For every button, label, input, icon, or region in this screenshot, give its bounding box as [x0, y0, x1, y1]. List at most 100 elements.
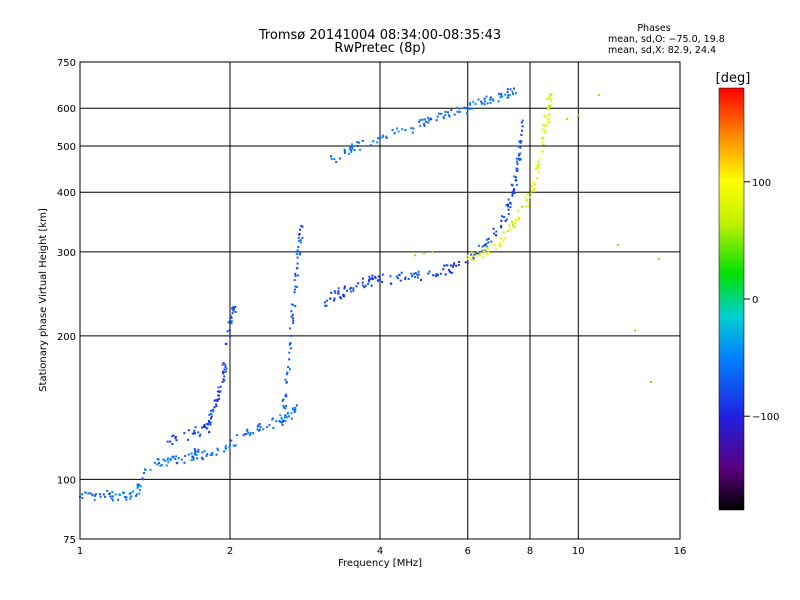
data-point [284, 378, 287, 381]
data-point [466, 261, 469, 264]
data-point [527, 201, 530, 204]
data-point [281, 419, 284, 422]
data-point [197, 449, 200, 452]
data-point [293, 279, 296, 282]
data-point [418, 120, 421, 123]
data-point [518, 216, 521, 219]
data-point [478, 253, 481, 256]
data-point [500, 224, 503, 227]
data-point [175, 439, 178, 442]
data-point [432, 274, 435, 277]
data-point [369, 144, 372, 147]
data-point [191, 455, 194, 458]
data-point [507, 198, 510, 201]
data-point [485, 95, 488, 98]
data-point [351, 145, 354, 148]
data-point [377, 275, 380, 278]
data-point [449, 271, 452, 274]
data-point [201, 451, 204, 454]
data-point [234, 305, 237, 308]
data-point [157, 458, 160, 461]
data-point [177, 457, 180, 460]
data-point [487, 237, 490, 240]
data-point [507, 96, 510, 99]
data-point [440, 112, 443, 115]
data-point [391, 128, 394, 131]
data-point [295, 285, 298, 288]
data-point [329, 155, 332, 158]
data-point [135, 493, 138, 496]
data-point [190, 459, 193, 462]
data-point [208, 420, 211, 423]
data-point [333, 299, 336, 302]
data-point [525, 198, 528, 201]
data-point [399, 279, 402, 282]
data-point [545, 115, 548, 118]
data-point [537, 171, 540, 174]
data-point [483, 103, 486, 106]
data-point [290, 310, 293, 313]
data-point [266, 426, 269, 429]
x-axis-label: Frequency [MHz] [338, 558, 422, 569]
data-point [301, 236, 304, 239]
data-point [298, 239, 301, 242]
data-point [548, 97, 551, 100]
data-point [500, 215, 503, 218]
data-point [443, 264, 446, 267]
data-point [293, 288, 296, 291]
data-point [202, 426, 205, 429]
data-point [257, 424, 260, 427]
data-point [292, 322, 295, 325]
data-point [222, 361, 225, 364]
data-point [183, 461, 186, 464]
x-tick-label: 6 [465, 546, 471, 557]
data-point [472, 257, 475, 260]
data-point [541, 137, 544, 140]
data-point [506, 203, 509, 206]
data-point [213, 399, 216, 402]
data-point [477, 244, 480, 247]
data-point [180, 458, 183, 461]
data-point [508, 224, 511, 227]
data-point [187, 453, 190, 456]
data-point [342, 293, 345, 296]
data-point [370, 284, 373, 287]
data-point [142, 471, 145, 474]
data-point [428, 119, 431, 122]
data-point [407, 278, 410, 281]
data-point [297, 246, 300, 249]
data-point [208, 413, 211, 416]
data-point [520, 121, 523, 124]
data-point [286, 371, 289, 374]
colorbar-tick-label: 100 [752, 178, 771, 189]
data-point [503, 216, 506, 219]
data-point [268, 424, 271, 427]
data-point [393, 132, 396, 135]
data-point [236, 434, 239, 437]
data-point [272, 427, 275, 430]
data-point [451, 271, 454, 274]
data-point [348, 148, 351, 151]
data-point [212, 410, 215, 413]
data-point [211, 453, 214, 456]
stats-x-line: mean, sd,X: 82.9, 24.4 [608, 45, 716, 56]
data-point [158, 461, 161, 464]
data-point [546, 98, 549, 101]
data-point [517, 153, 520, 156]
data-point [156, 463, 159, 466]
data-point [616, 244, 619, 247]
data-point [343, 148, 346, 151]
data-point [495, 230, 498, 233]
y-tick-label: 200 [57, 332, 76, 343]
data-point [84, 491, 87, 494]
data-point [343, 285, 346, 288]
data-point [210, 412, 213, 415]
data-point [469, 102, 472, 105]
data-point [541, 150, 544, 153]
data-point [284, 393, 287, 396]
data-point [449, 264, 452, 267]
data-point [98, 493, 101, 496]
data-point [482, 250, 485, 253]
data-point [419, 124, 422, 127]
data-point [203, 450, 206, 453]
